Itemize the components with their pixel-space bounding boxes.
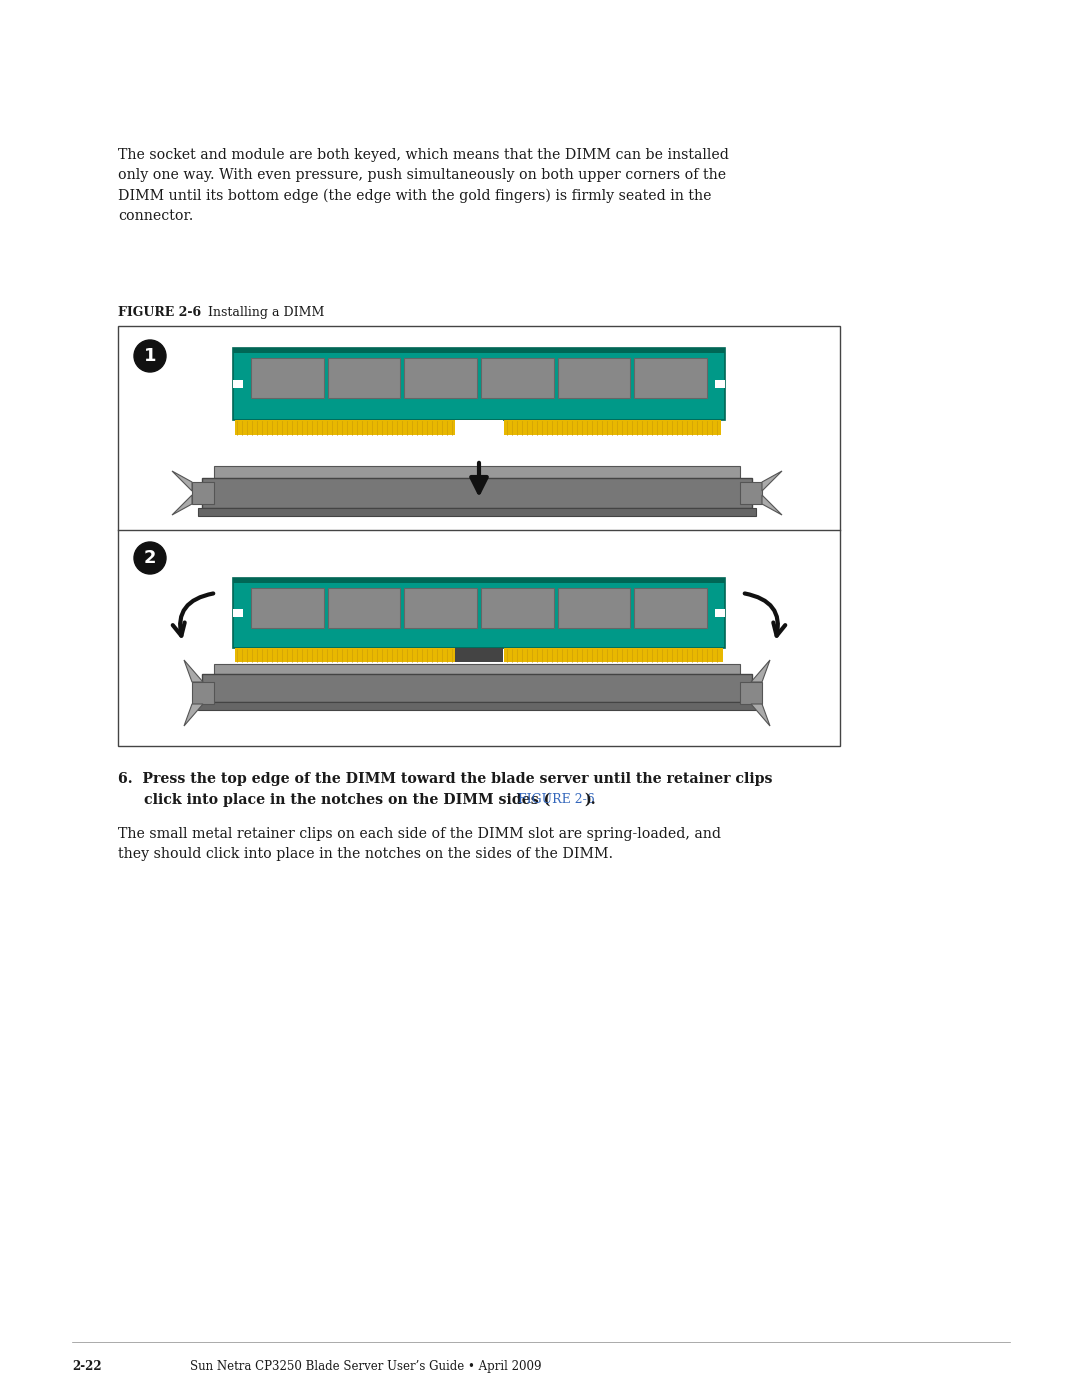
Text: 6.  Press the top edge of the DIMM toward the blade server until the retainer cl: 6. Press the top edge of the DIMM toward… (118, 773, 772, 787)
Bar (192, 482, 214, 504)
Bar (214, 664, 740, 673)
Bar (251, 358, 324, 398)
Polygon shape (762, 471, 782, 490)
Text: click into place in the notches on the DIMM sides (: click into place in the notches on the D… (144, 793, 551, 807)
Bar (235, 648, 456, 662)
Bar (634, 358, 707, 398)
Polygon shape (184, 659, 203, 682)
Bar (233, 348, 725, 353)
Bar (327, 588, 401, 629)
Bar (202, 673, 752, 703)
Bar (455, 648, 503, 662)
Bar (481, 358, 554, 398)
Text: ).: ). (584, 793, 596, 807)
Bar (740, 682, 762, 704)
Polygon shape (762, 495, 782, 515)
Polygon shape (172, 495, 192, 515)
Bar (192, 682, 214, 704)
Text: Sun Netra CP3250 Blade Server User’s Guide • April 2009: Sun Netra CP3250 Blade Server User’s Gui… (190, 1361, 541, 1373)
Bar (715, 609, 725, 617)
Bar (251, 588, 324, 629)
Circle shape (134, 339, 166, 372)
Bar (235, 420, 456, 434)
Polygon shape (184, 704, 203, 726)
Bar (198, 703, 756, 710)
Polygon shape (751, 704, 770, 726)
Bar (557, 588, 631, 629)
Text: The small metal retainer clips on each side of the DIMM slot are spring-loaded, : The small metal retainer clips on each s… (118, 827, 721, 861)
Text: FIGURE 2-6: FIGURE 2-6 (518, 793, 595, 806)
Bar (404, 588, 477, 629)
Bar (740, 482, 762, 504)
Bar (455, 420, 503, 434)
Bar (481, 588, 554, 629)
Text: 1: 1 (144, 346, 157, 365)
Text: Installing a DIMM: Installing a DIMM (195, 306, 324, 319)
Bar (504, 648, 723, 662)
Bar (715, 380, 725, 388)
Bar (634, 588, 707, 629)
Text: FIGURE 2-6: FIGURE 2-6 (118, 306, 201, 319)
Bar (214, 467, 740, 478)
Circle shape (134, 542, 166, 574)
Bar (118, 326, 840, 746)
Bar (404, 358, 477, 398)
Text: 2-22: 2-22 (72, 1361, 102, 1373)
Polygon shape (172, 471, 192, 490)
Bar (557, 358, 631, 398)
Bar (504, 420, 721, 434)
Polygon shape (751, 659, 770, 682)
Bar (233, 578, 725, 583)
Bar (202, 478, 752, 509)
Text: 2: 2 (144, 549, 157, 567)
Bar (327, 358, 401, 398)
Bar (198, 509, 756, 515)
Bar (233, 609, 243, 617)
Bar (233, 348, 725, 420)
Text: The socket and module are both keyed, which means that the DIMM can be installed: The socket and module are both keyed, wh… (118, 148, 729, 222)
Bar (233, 380, 243, 388)
Bar (233, 578, 725, 648)
